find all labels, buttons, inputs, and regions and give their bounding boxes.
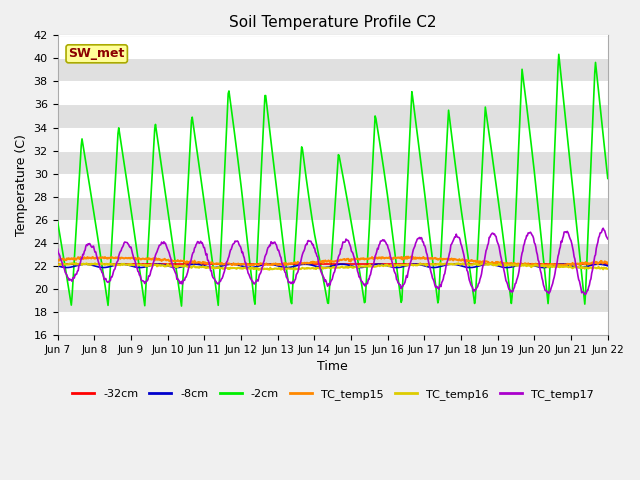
Bar [58,105,608,128]
Y-axis label: Temperature (C): Temperature (C) [15,134,28,236]
Bar [58,289,608,312]
Bar [58,59,608,82]
Bar [58,174,608,197]
Bar [58,82,608,105]
Bar [58,151,608,174]
Bar [58,220,608,243]
Text: SW_met: SW_met [68,48,125,60]
X-axis label: Time: Time [317,360,348,373]
Bar [58,128,608,151]
Bar [58,243,608,266]
Legend: -32cm, -8cm, -2cm, TC_temp15, TC_temp16, TC_temp17: -32cm, -8cm, -2cm, TC_temp15, TC_temp16,… [67,384,598,404]
Bar [58,36,608,59]
Bar [58,266,608,289]
Bar [58,312,608,335]
Bar [58,197,608,220]
Title: Soil Temperature Profile C2: Soil Temperature Profile C2 [229,15,436,30]
